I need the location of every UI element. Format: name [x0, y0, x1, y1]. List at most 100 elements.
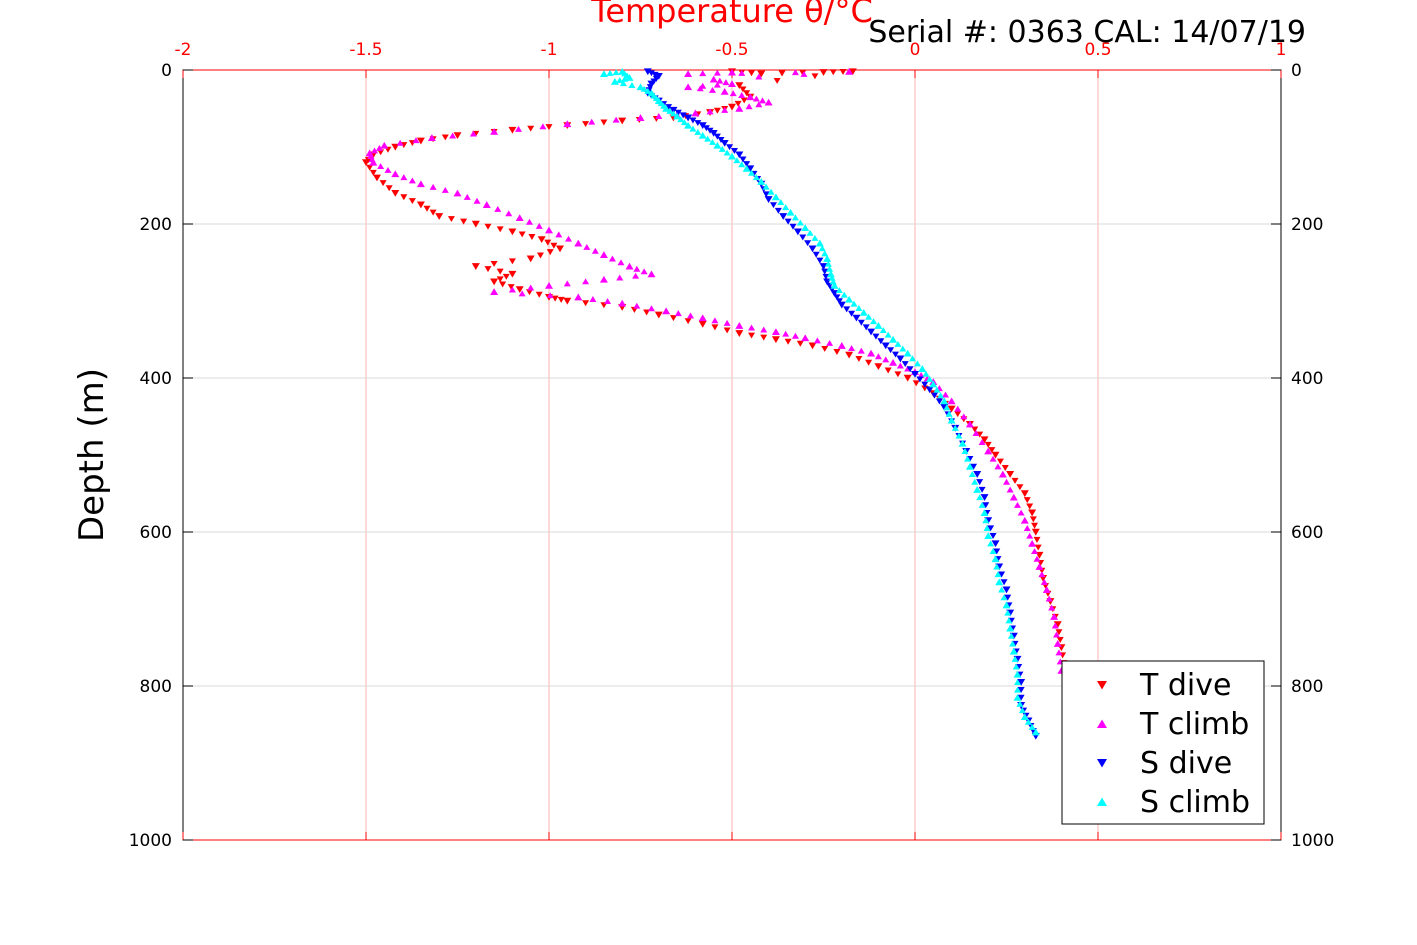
data-point [960, 413, 968, 420]
data-point [782, 330, 790, 337]
data-point [369, 169, 377, 176]
data-point [484, 266, 492, 273]
data-point [416, 180, 425, 188]
data-point [735, 322, 744, 329]
data-point [646, 84, 654, 91]
data-point [1033, 536, 1041, 543]
data-point [535, 291, 543, 298]
data-point [767, 188, 775, 195]
data-point [435, 213, 444, 220]
data-point [1013, 693, 1022, 701]
data-point [728, 68, 736, 76]
data-point [845, 67, 854, 75]
data-point [1053, 631, 1061, 638]
data-point [826, 270, 835, 278]
data-point [684, 70, 693, 78]
y-tick-label-left: 800 [140, 677, 172, 697]
data-point [848, 68, 857, 76]
data-point [515, 214, 524, 222]
data-point [982, 502, 990, 509]
data-point [808, 342, 817, 350]
data-point [471, 263, 480, 270]
data-point [1011, 477, 1019, 484]
data-point [870, 318, 878, 325]
data-point [762, 191, 770, 198]
y-tick-label-right: 800 [1291, 677, 1323, 697]
data-point [371, 147, 379, 154]
data-point [771, 193, 780, 201]
data-point [983, 525, 991, 531]
data-point [991, 540, 1000, 548]
data-point [779, 213, 788, 220]
data-point [799, 70, 807, 76]
y-tick-label-right: 400 [1291, 369, 1323, 389]
data-point [716, 77, 724, 84]
data-point [796, 340, 804, 347]
data-point [745, 103, 753, 110]
data-point [818, 245, 826, 252]
data-point [867, 349, 876, 357]
data-point [490, 278, 499, 286]
data-point [971, 478, 979, 485]
data-point [494, 205, 502, 212]
data-point [1004, 594, 1012, 601]
data-point [757, 70, 766, 78]
data-point [708, 86, 716, 93]
data-point [733, 157, 741, 164]
data-point [916, 376, 924, 383]
data-point [821, 345, 829, 352]
data-point [505, 210, 513, 217]
legend-marker [1097, 797, 1107, 806]
y-tick-label-left: 600 [140, 523, 172, 543]
data-point [673, 112, 682, 120]
data-point [698, 320, 707, 328]
x-tick-label: 1 [1276, 40, 1287, 60]
data-point [734, 100, 742, 107]
data-point [666, 107, 674, 114]
data-point [1016, 700, 1024, 707]
data-point [955, 432, 963, 439]
data-point [463, 193, 471, 200]
data-points [362, 67, 1070, 740]
data-point [1051, 622, 1059, 629]
data-point [453, 132, 462, 140]
data-point [647, 70, 655, 77]
data-point [416, 137, 425, 145]
data-point [1053, 621, 1062, 628]
data-point [973, 486, 982, 493]
data-point [643, 68, 652, 76]
data-point [1028, 723, 1036, 730]
data-point [1045, 595, 1053, 602]
data-point [845, 351, 854, 359]
data-point [859, 308, 868, 316]
data-point [845, 295, 854, 303]
data-point [1056, 637, 1064, 643]
data-point [704, 135, 712, 142]
data-point [640, 85, 648, 92]
data-point [711, 324, 719, 331]
data-point [610, 77, 619, 85]
data-point [755, 101, 763, 108]
data-point [427, 134, 436, 141]
data-point [694, 120, 702, 127]
data-point [574, 293, 583, 301]
data-point [881, 342, 890, 350]
x-tick-label: -2 [175, 40, 192, 60]
data-point [815, 239, 824, 247]
data-point [380, 141, 389, 149]
data-point [391, 190, 400, 197]
data-point [525, 289, 533, 296]
data-point [589, 296, 597, 303]
data-point [994, 571, 1002, 578]
data-point [508, 258, 516, 265]
data-point [987, 525, 995, 532]
y-tick-label-left: 400 [140, 369, 172, 389]
data-point [655, 113, 663, 119]
data-point [619, 80, 627, 87]
data-point [1009, 640, 1017, 647]
data-point [366, 164, 374, 171]
y-tick-label-left: 1000 [129, 831, 172, 851]
data-point [706, 108, 714, 115]
